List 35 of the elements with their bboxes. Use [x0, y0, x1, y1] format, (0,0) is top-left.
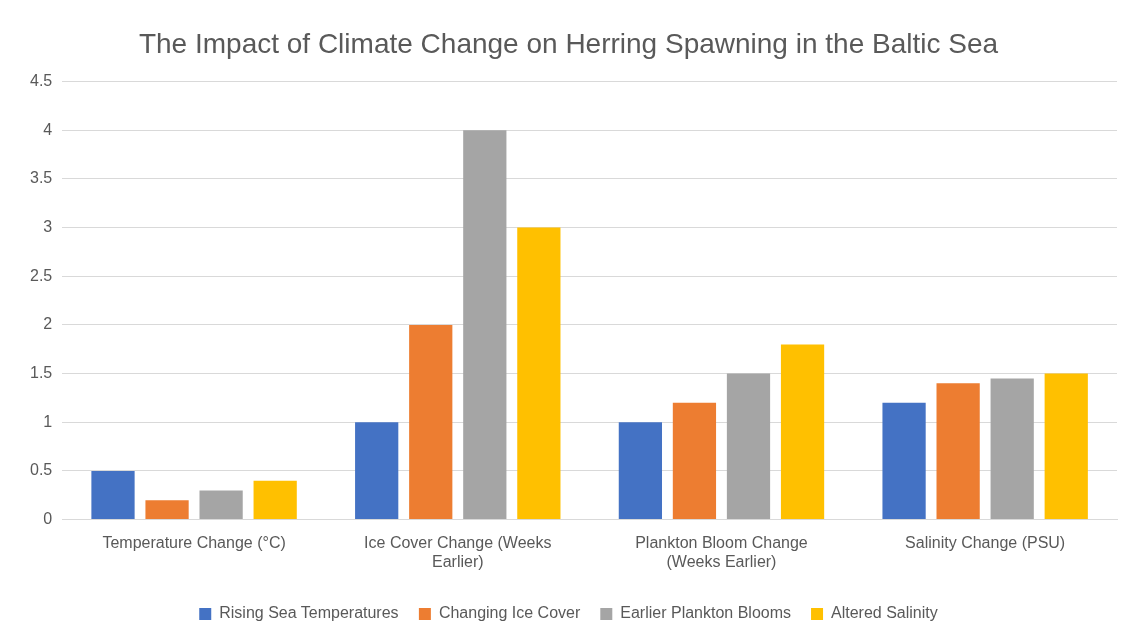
y-tick-label: 1 [43, 412, 53, 430]
bar [253, 480, 297, 520]
bar [1044, 373, 1088, 520]
y-tick-label: 1.5 [29, 364, 53, 382]
legend-label: Rising Sea Temperatures [219, 604, 399, 622]
y-tick-label: 4 [43, 120, 53, 138]
x-tick-label: Plankton Bloom Change (Weeks Earlier) [635, 533, 808, 570]
bar [91, 470, 135, 520]
legend-label: Changing Ice Cover [438, 604, 581, 622]
bar [672, 402, 717, 520]
bar [726, 373, 771, 520]
y-tick-label: 2 [43, 315, 53, 333]
bar [199, 490, 243, 520]
bar [517, 227, 561, 520]
legend-label: Earlier Plankton Blooms [620, 604, 792, 622]
bar [780, 344, 825, 520]
bar [355, 422, 399, 520]
y-tick-label: 0 [43, 510, 53, 528]
bar [463, 130, 507, 520]
x-tick-label: Ice Cover Change (Weeks Earlier) [364, 533, 552, 570]
bar [618, 422, 662, 520]
bar [990, 378, 1034, 520]
x-tick-label: Salinity Change (PSU) [905, 533, 1066, 551]
bar [882, 402, 926, 520]
bar [409, 324, 453, 520]
y-tick-label: 0.5 [29, 461, 53, 479]
y-tick-label: 3.5 [29, 169, 53, 187]
x-tick-label: Temperature Change (°C) [102, 533, 286, 551]
y-tick-label: 2.5 [29, 266, 53, 284]
chart-title: The Impact of Climate Change on Herring Spawning in the Baltic Sea [138, 27, 999, 59]
bar [936, 383, 980, 520]
bar [145, 500, 189, 520]
y-tick-label: 4.5 [29, 72, 53, 90]
y-tick-label: 3 [43, 218, 53, 236]
legend-label: Altered Salinity [831, 604, 938, 622]
